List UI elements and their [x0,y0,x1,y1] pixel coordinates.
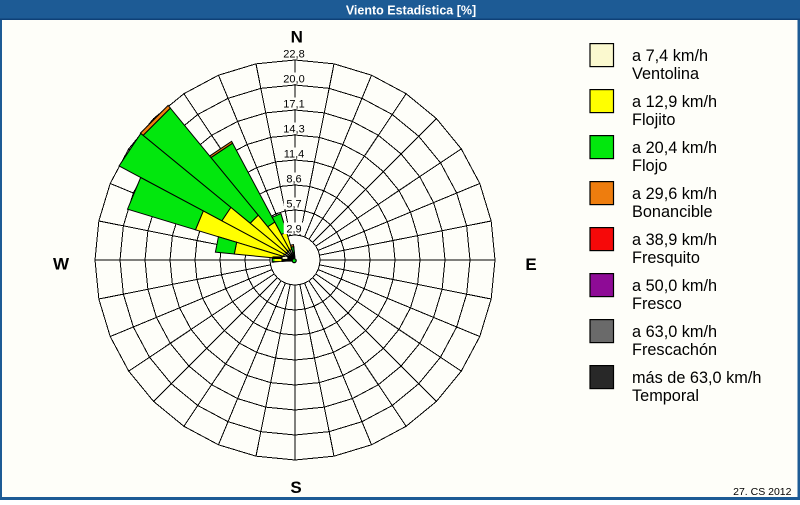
svg-text:17,1: 17,1 [283,99,304,111]
svg-text:a 12,9 km/h: a 12,9 km/h [632,93,717,111]
svg-text:a 63,0 km/h: a 63,0 km/h [632,323,717,341]
svg-text:14,3: 14,3 [283,124,304,136]
svg-text:a 29,6 km/h: a 29,6 km/h [632,185,717,203]
svg-text:Flojo: Flojo [632,157,667,175]
svg-text:Fresquito: Fresquito [632,249,700,267]
svg-text:a 20,4 km/h: a 20,4 km/h [632,139,717,157]
svg-text:22,8: 22,8 [283,49,304,61]
svg-text:11,4: 11,4 [284,149,305,161]
svg-text:20,0: 20,0 [283,74,304,86]
svg-text:Temporal: Temporal [632,387,699,405]
svg-text:N: N [291,28,303,47]
svg-text:5,7: 5,7 [286,199,301,211]
svg-text:a 7,4 km/h: a 7,4 km/h [632,47,708,65]
svg-text:Ventolina: Ventolina [632,65,700,83]
svg-text:Frescachón: Frescachón [632,341,717,359]
svg-text:Bonancible: Bonancible [632,203,713,221]
svg-text:E: E [525,255,536,274]
svg-text:a 50,0 km/h: a 50,0 km/h [632,277,717,295]
svg-text:2,9: 2,9 [286,224,301,236]
svg-text:S: S [290,478,301,497]
svg-text:8,6: 8,6 [286,174,301,186]
svg-text:Flojito: Flojito [632,111,675,129]
svg-text:a 38,9 km/h: a 38,9 km/h [632,231,717,249]
svg-text:más de 63,0 km/h: más de 63,0 km/h [632,369,761,387]
svg-text:W: W [53,255,70,274]
svg-text:Viento Estadística [%]: Viento Estadística [%] [346,4,476,18]
svg-text:27. CS 2012: 27. CS 2012 [733,486,792,498]
svg-text:Fresco: Fresco [632,295,682,313]
